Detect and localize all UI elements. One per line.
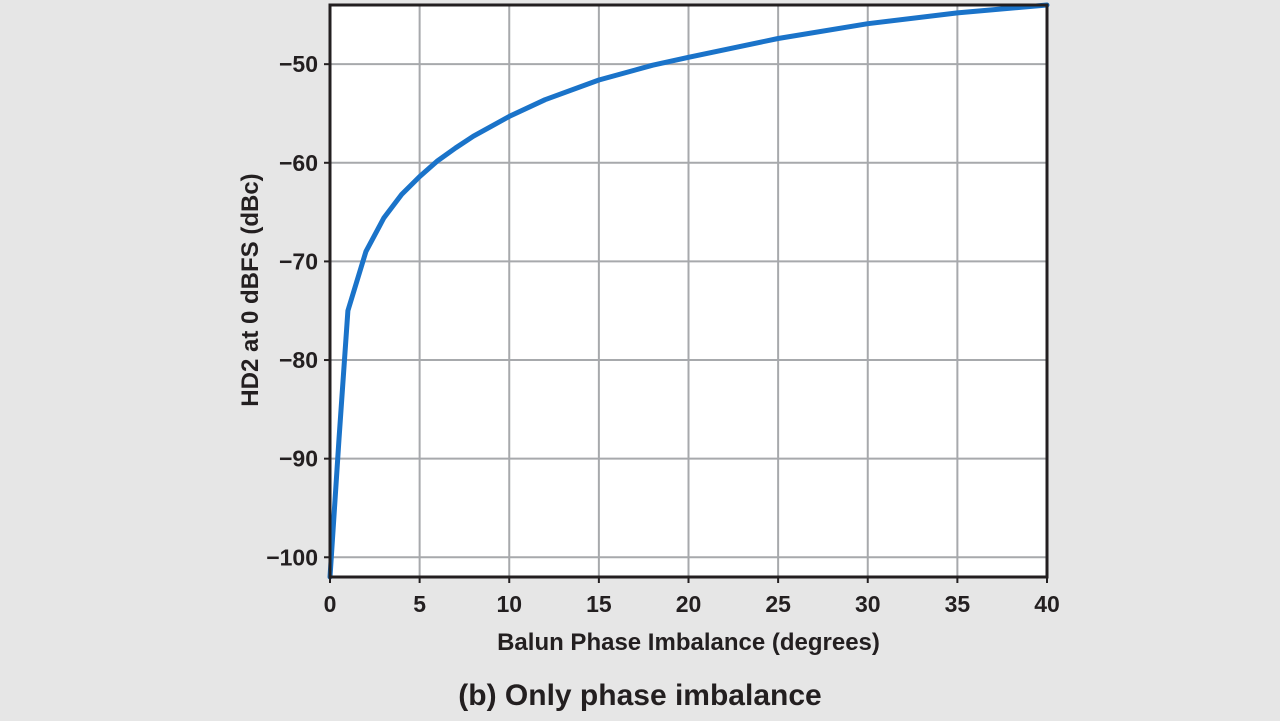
ticks: 0 5 10 15 20 25 30 35 40 −100 −90 −80 −70 −60 −50	[266, 51, 1060, 617]
x-tick-label: 5	[413, 591, 426, 617]
x-tick-label: 10	[496, 591, 522, 617]
y-tick-label: −70	[279, 248, 318, 274]
x-tick-label: 40	[1034, 591, 1060, 617]
y-tick-label: −80	[279, 347, 318, 373]
y-axis-label: HD2 at 0 dBFS (dBc)	[237, 173, 264, 406]
y-tick-label: −50	[279, 51, 318, 77]
y-tick-label: −90	[279, 446, 318, 472]
y-tick-label: −100	[266, 544, 318, 570]
x-tick-label: 0	[324, 591, 337, 617]
chart-caption: (b) Only phase imbalance	[458, 679, 821, 712]
series-line	[327, 2, 1050, 580]
x-tick-label: 35	[945, 591, 971, 617]
x-tick-label: 20	[676, 591, 702, 617]
x-axis-label: Balun Phase Imbalance (degrees)	[497, 629, 880, 656]
plot-area	[327, 2, 1050, 580]
x-tick-label: 25	[765, 591, 791, 617]
x-tick-label: 30	[855, 591, 881, 617]
x-tick-label: 15	[586, 591, 612, 617]
y-tick-label: −60	[279, 150, 318, 176]
